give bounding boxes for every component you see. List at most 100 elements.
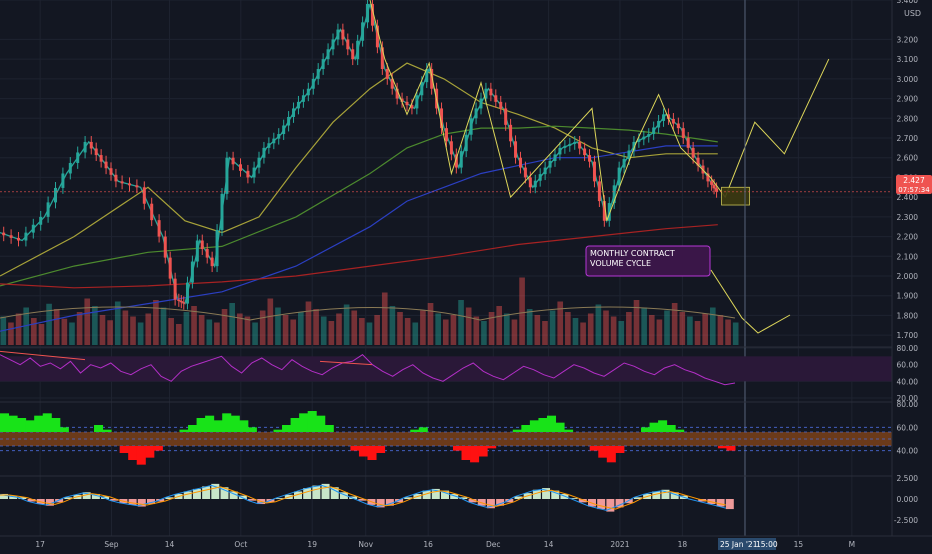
candle-body[interactable]: [306, 88, 310, 96]
candle-body[interactable]: [578, 141, 582, 149]
candle-body[interactable]: [622, 159, 626, 168]
candle-body[interactable]: [583, 148, 587, 156]
candle-body[interactable]: [282, 125, 286, 135]
candle-body[interactable]: [642, 136, 646, 140]
oscillator-panel[interactable]: [0, 401, 892, 465]
candle-body[interactable]: [99, 155, 103, 162]
candle-body[interactable]: [469, 118, 473, 135]
candle-body[interactable]: [380, 47, 384, 69]
candle-body[interactable]: [205, 249, 209, 258]
candle-body[interactable]: [215, 230, 219, 267]
candle-body[interactable]: [190, 261, 194, 283]
candle-body[interactable]: [706, 173, 710, 182]
candle-body[interactable]: [395, 88, 399, 99]
candle-body[interactable]: [168, 257, 172, 279]
candle-body[interactable]: [68, 162, 72, 174]
candle-body[interactable]: [514, 141, 518, 158]
candle-body[interactable]: [31, 224, 35, 233]
candle-body[interactable]: [410, 105, 414, 109]
candle-body[interactable]: [548, 161, 552, 168]
candle-body[interactable]: [597, 181, 601, 202]
candle-body[interactable]: [17, 237, 20, 241]
candle-body[interactable]: [657, 120, 661, 128]
candle-body[interactable]: [351, 49, 355, 60]
candle-body[interactable]: [2, 232, 6, 236]
candle-body[interactable]: [231, 157, 235, 165]
macd-panel[interactable]: [0, 475, 892, 512]
candle-body[interactable]: [46, 202, 50, 217]
ma-long-line[interactable]: [0, 224, 718, 289]
candle-body[interactable]: [449, 141, 453, 155]
candle-body[interactable]: [710, 181, 714, 185]
candle-body[interactable]: [454, 154, 458, 168]
price-line[interactable]: [0, 3, 719, 305]
candle-body[interactable]: [94, 148, 98, 156]
candle-body[interactable]: [528, 177, 532, 188]
candle-body[interactable]: [150, 203, 154, 221]
candle-body[interactable]: [509, 124, 513, 142]
candle-body[interactable]: [538, 174, 542, 181]
candle-body[interactable]: [405, 101, 409, 106]
candle-body[interactable]: [425, 69, 429, 83]
candle-body[interactable]: [563, 145, 567, 148]
candle-body[interactable]: [375, 25, 379, 48]
candle-body[interactable]: [220, 193, 224, 230]
candle-body[interactable]: [361, 22, 365, 41]
candle-body[interactable]: [287, 116, 291, 126]
candle-body[interactable]: [257, 157, 261, 168]
candle-body[interactable]: [296, 101, 300, 109]
candle-body[interactable]: [696, 157, 700, 166]
candle-body[interactable]: [262, 147, 266, 158]
candle-body[interactable]: [157, 220, 161, 237]
candle-body[interactable]: [592, 161, 596, 182]
candle-body[interactable]: [430, 69, 434, 89]
candle-body[interactable]: [301, 95, 305, 102]
candle-body[interactable]: [385, 69, 389, 79]
candle-body[interactable]: [135, 185, 139, 188]
candle-body[interactable]: [632, 141, 636, 151]
price-panel[interactable]: [0, 0, 892, 536]
candle-body[interactable]: [182, 302, 186, 304]
candle-body[interactable]: [543, 167, 547, 175]
candle-body[interactable]: [104, 161, 108, 169]
candle-body[interactable]: [272, 138, 276, 144]
candle-body[interactable]: [612, 185, 616, 204]
candle-body[interactable]: [346, 39, 350, 50]
candle-body[interactable]: [210, 257, 214, 267]
candle-body[interactable]: [666, 114, 670, 119]
candle-body[interactable]: [177, 299, 181, 301]
candle-body[interactable]: [195, 240, 199, 262]
candle-body[interactable]: [390, 78, 394, 89]
candle-body[interactable]: [83, 141, 87, 153]
candle-body[interactable]: [400, 98, 404, 102]
candle-body[interactable]: [573, 141, 577, 144]
candle-body[interactable]: [185, 282, 189, 304]
candle-body[interactable]: [366, 3, 370, 23]
candle-body[interactable]: [109, 168, 113, 175]
candle-body[interactable]: [420, 82, 424, 96]
candle-body[interactable]: [316, 69, 320, 79]
candle-body[interactable]: [54, 187, 57, 203]
candle-body[interactable]: [246, 170, 250, 178]
candle-body[interactable]: [114, 174, 118, 182]
ma-mid-line[interactable]: [0, 125, 718, 287]
candle-body[interactable]: [588, 155, 592, 162]
candle-body[interactable]: [568, 143, 572, 146]
candle-body[interactable]: [504, 108, 508, 125]
candle-body[interactable]: [499, 101, 503, 109]
time-axis[interactable]: 17Sep14Oct19Nov16Dec14202118Feb15M: [0, 535, 932, 549]
candle-body[interactable]: [179, 300, 183, 303]
candle-body[interactable]: [676, 123, 680, 129]
candle-body[interactable]: [120, 181, 124, 184]
candle-body[interactable]: [627, 150, 631, 160]
price-axis[interactable]: 3.400 3.200 3.100 3.000 2.900 2.800 2.700 2.600…: [891, 0, 918, 536]
candle-body[interactable]: [326, 49, 330, 60]
candle-body[interactable]: [459, 151, 463, 168]
candle-body[interactable]: [681, 128, 685, 138]
candle-body[interactable]: [479, 98, 483, 109]
candle-body[interactable]: [691, 147, 695, 158]
candle-body[interactable]: [39, 216, 43, 225]
candle-body[interactable]: [602, 201, 606, 221]
candle-body[interactable]: [336, 29, 340, 40]
